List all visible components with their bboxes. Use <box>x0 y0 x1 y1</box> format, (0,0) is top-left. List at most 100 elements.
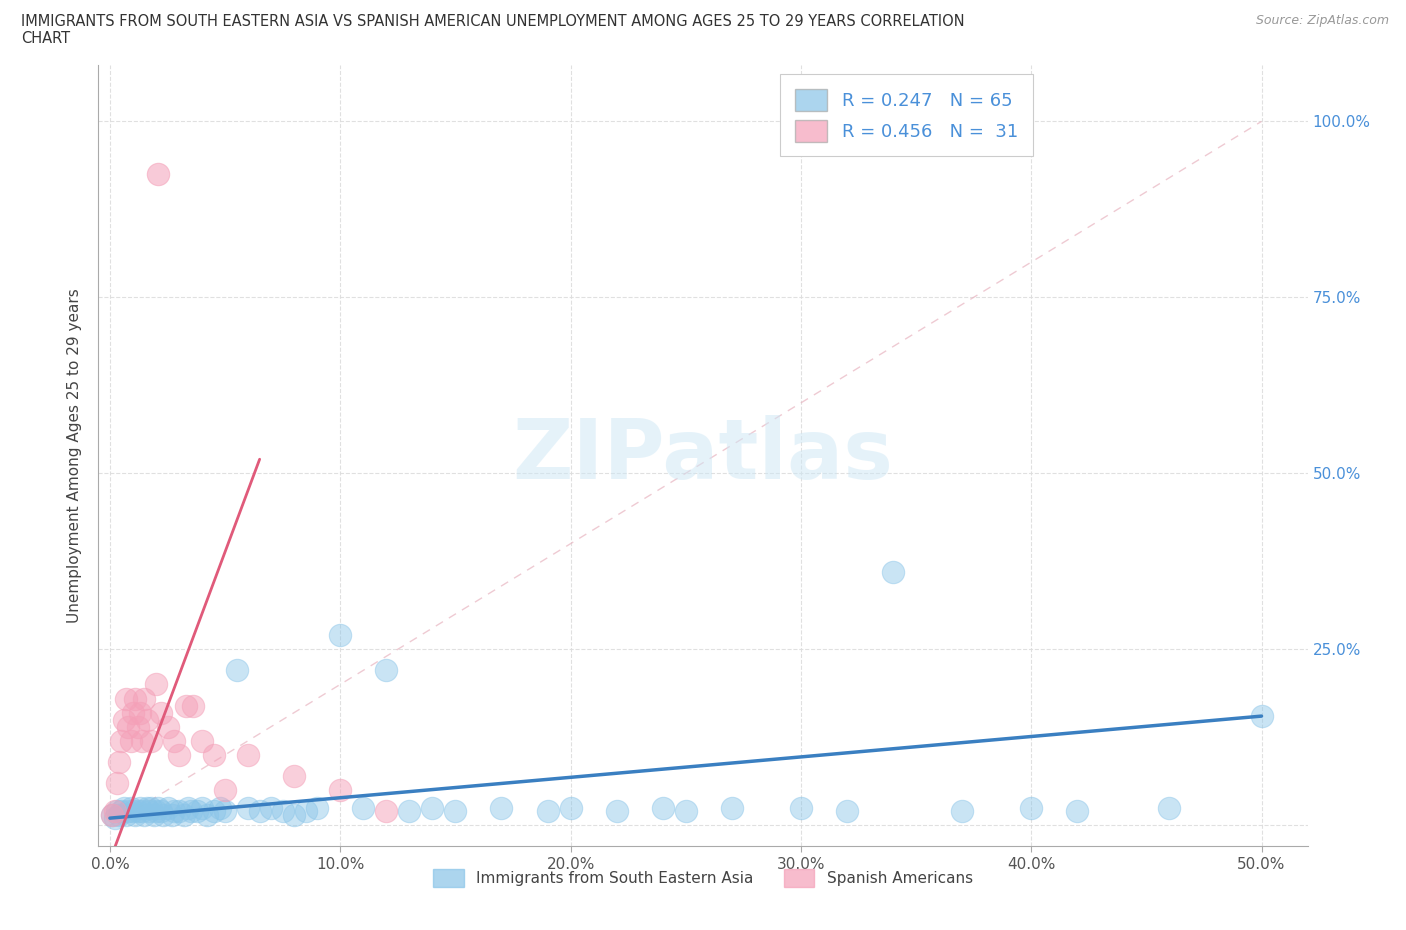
Point <box>294 804 316 818</box>
Point <box>134 691 156 706</box>
Point <box>101 807 124 822</box>
Point <box>174 698 197 713</box>
Point <box>131 733 153 748</box>
Point <box>112 800 135 815</box>
Point <box>249 804 271 818</box>
Point <box>398 804 420 818</box>
Point <box>105 804 128 818</box>
Point <box>1019 800 1042 815</box>
Point <box>675 804 697 818</box>
Point <box>307 800 329 815</box>
Point <box>141 800 163 815</box>
Point <box>329 628 352 643</box>
Point <box>195 807 218 822</box>
Point <box>117 804 139 818</box>
Point <box>141 733 163 748</box>
Point <box>283 768 305 783</box>
Point <box>236 800 259 815</box>
Point <box>149 705 172 720</box>
Point <box>103 811 125 826</box>
Point <box>225 663 247 678</box>
Point <box>105 776 128 790</box>
Point <box>148 800 170 815</box>
Point <box>1159 800 1181 815</box>
Point <box>352 800 374 815</box>
Point <box>720 800 742 815</box>
Point <box>149 804 172 818</box>
Point <box>180 804 202 818</box>
Point <box>167 804 190 818</box>
Point <box>1250 709 1272 724</box>
Point <box>124 691 146 706</box>
Point <box>156 800 179 815</box>
Point <box>444 804 467 818</box>
Text: CHART: CHART <box>21 31 70 46</box>
Point <box>882 565 904 579</box>
Point <box>422 800 444 815</box>
Point <box>122 804 145 818</box>
Point <box>236 748 259 763</box>
Point <box>128 705 150 720</box>
Point <box>120 800 142 815</box>
Point <box>163 733 186 748</box>
Point <box>110 804 132 818</box>
Point <box>135 712 157 727</box>
Point <box>560 800 582 815</box>
Point <box>491 800 513 815</box>
Point <box>202 748 225 763</box>
Point <box>163 804 186 818</box>
Point <box>191 800 214 815</box>
Point <box>1066 804 1088 818</box>
Point <box>835 804 858 818</box>
Point <box>108 807 131 822</box>
Point <box>375 804 398 818</box>
Point <box>181 698 204 713</box>
Point <box>214 782 236 797</box>
Point <box>651 800 673 815</box>
Y-axis label: Unemployment Among Ages 25 to 29 years: Unemployment Among Ages 25 to 29 years <box>67 288 83 623</box>
Point <box>135 800 157 815</box>
Point <box>117 719 139 734</box>
Point <box>156 719 179 734</box>
Point <box>127 719 149 734</box>
Text: IMMIGRANTS FROM SOUTH EASTERN ASIA VS SPANISH AMERICAN UNEMPLOYMENT AMONG AGES 2: IMMIGRANTS FROM SOUTH EASTERN ASIA VS SP… <box>21 14 965 29</box>
Point <box>283 807 305 822</box>
Point <box>177 800 200 815</box>
Point <box>127 804 149 818</box>
Point <box>271 804 294 818</box>
Point <box>191 733 214 748</box>
Point <box>134 807 156 822</box>
Point <box>112 712 135 727</box>
Point <box>148 166 170 181</box>
Text: ZIPatlas: ZIPatlas <box>513 415 893 497</box>
Point <box>122 705 145 720</box>
Point <box>115 691 138 706</box>
Point <box>138 804 160 818</box>
Point <box>790 800 813 815</box>
Point <box>202 804 225 818</box>
Point <box>606 804 628 818</box>
Point <box>145 677 167 692</box>
Point <box>260 800 283 815</box>
Point <box>142 807 165 822</box>
Text: Source: ZipAtlas.com: Source: ZipAtlas.com <box>1256 14 1389 27</box>
Point <box>124 807 146 822</box>
Point <box>214 804 236 818</box>
Point <box>536 804 558 818</box>
Point <box>167 748 190 763</box>
Point <box>950 804 973 818</box>
Legend: Immigrants from South Eastern Asia, Spanish Americans: Immigrants from South Eastern Asia, Span… <box>427 862 979 894</box>
Point <box>115 807 138 822</box>
Point <box>131 804 153 818</box>
Point <box>160 807 183 822</box>
Point <box>103 804 125 818</box>
Point <box>110 733 132 748</box>
Point <box>145 804 167 818</box>
Point <box>120 733 142 748</box>
Point <box>108 754 131 769</box>
Point <box>375 663 398 678</box>
Point <box>173 807 195 822</box>
Point <box>186 804 208 818</box>
Point <box>128 800 150 815</box>
Point <box>329 782 352 797</box>
